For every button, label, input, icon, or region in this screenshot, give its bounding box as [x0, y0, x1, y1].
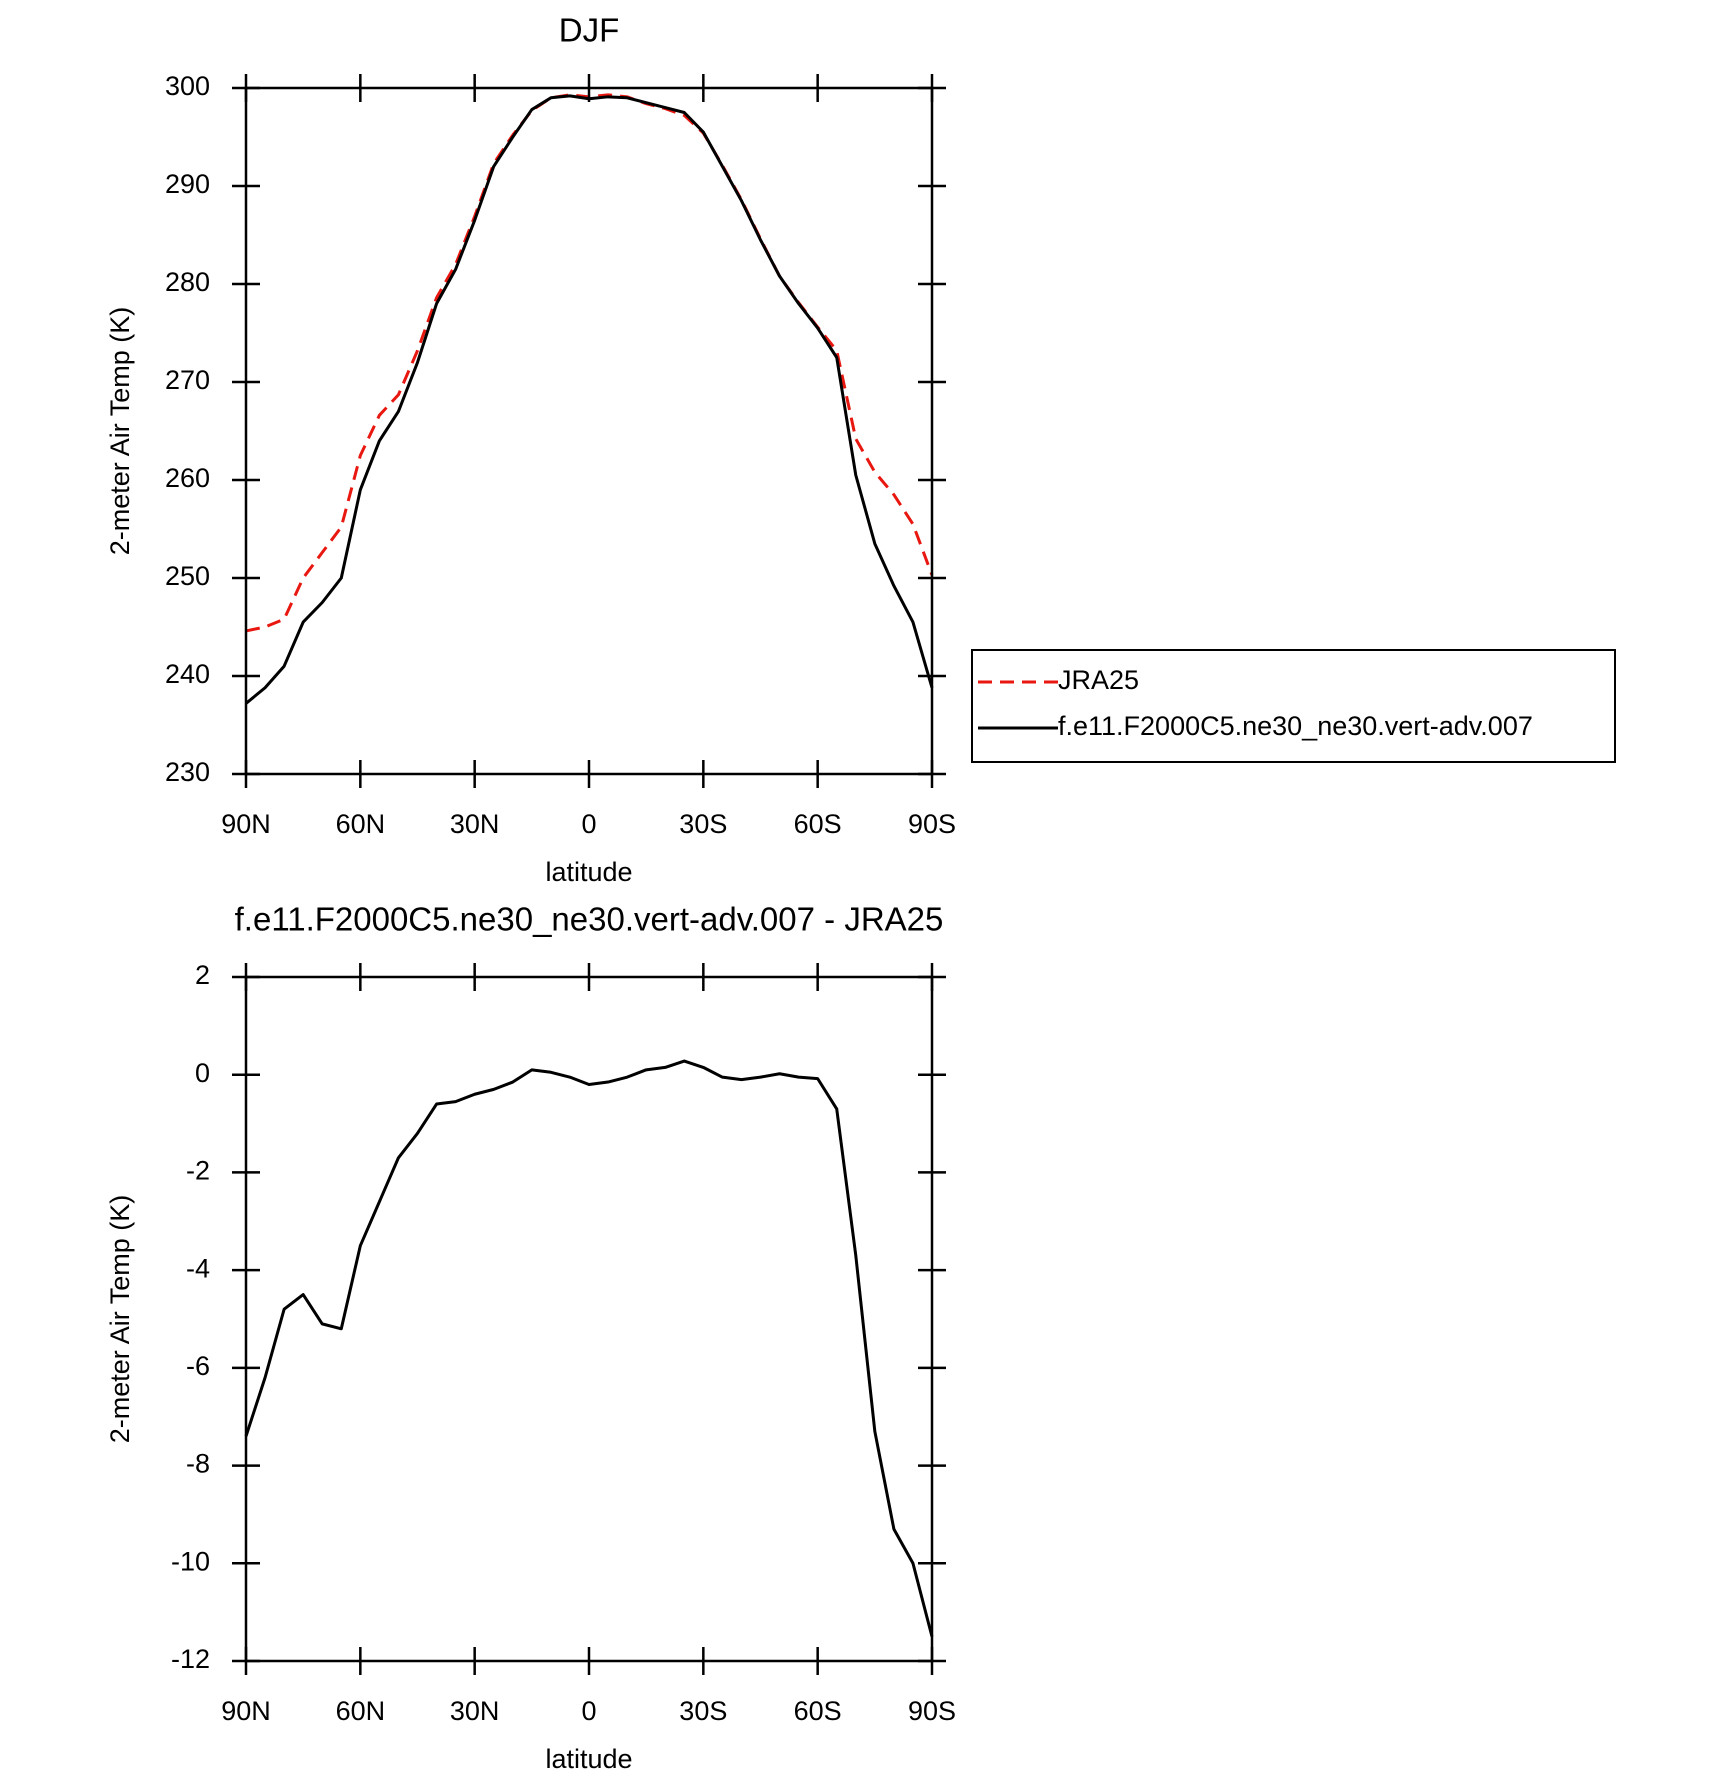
- x-tick-label: 90S: [908, 809, 956, 839]
- plot-frame: [244, 975, 934, 1663]
- y-tick-label: 240: [165, 659, 210, 689]
- x-tick-label: 90N: [221, 809, 271, 839]
- y-tick-label: 250: [165, 561, 210, 591]
- x-tick-label: 0: [581, 809, 596, 839]
- y-tick-label: 230: [165, 757, 210, 787]
- chart-title: f.e11.F2000C5.ne30_ne30.vert-adv.007 - J…: [235, 901, 944, 938]
- x-tick-label: 60N: [336, 1696, 386, 1726]
- x-tick-label: 60N: [336, 809, 386, 839]
- x-tick-label: 30S: [679, 1696, 727, 1726]
- y-tick-label: 0: [195, 1058, 210, 1088]
- y-tick-label: -2: [186, 1156, 210, 1186]
- x-tick-label: 90N: [221, 1696, 271, 1726]
- data-line: [245, 94, 934, 705]
- y-tick-label: -4: [186, 1253, 210, 1283]
- plot-frame: [244, 86, 934, 776]
- data-line: [244, 1059, 934, 1637]
- y-axis-label: 2-meter Air Temp (K): [105, 307, 135, 556]
- y-tick-label: 280: [165, 267, 210, 297]
- x-axis-label: latitude: [545, 1744, 632, 1774]
- legend-box: [971, 649, 1616, 763]
- y-tick-label: -8: [186, 1449, 210, 1479]
- x-tick-label: 30N: [450, 1696, 500, 1726]
- y-tick-label: 260: [165, 463, 210, 493]
- y-tick-label: -12: [171, 1644, 210, 1674]
- x-tick-label: 60S: [794, 1696, 842, 1726]
- x-axis-label: latitude: [545, 857, 632, 887]
- y-tick-label: 300: [165, 71, 210, 101]
- data-line: [245, 93, 934, 633]
- y-tick-label: 2: [195, 960, 210, 990]
- x-tick-label: 30N: [450, 809, 500, 839]
- legend-label: JRA25: [1058, 665, 1139, 695]
- y-tick-label: -10: [171, 1546, 210, 1576]
- legend-label: f.e11.F2000C5.ne30_ne30.vert-adv.007: [1058, 711, 1533, 741]
- y-tick-label: 290: [165, 169, 210, 199]
- x-tick-label: 90S: [908, 1696, 956, 1726]
- x-tick-label: 30S: [679, 809, 727, 839]
- x-tick-label: 60S: [794, 809, 842, 839]
- y-tick-label: -6: [186, 1351, 210, 1381]
- x-tick-label: 0: [581, 1696, 596, 1726]
- chart-title: DJF: [559, 12, 620, 49]
- y-axis-label: 2-meter Air Temp (K): [105, 1195, 135, 1444]
- y-tick-label: 270: [165, 365, 210, 395]
